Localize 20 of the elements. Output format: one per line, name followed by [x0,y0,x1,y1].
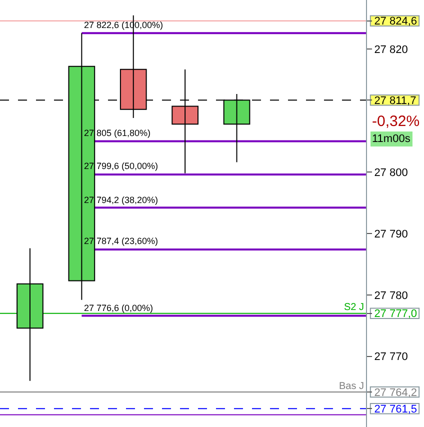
ref-line-label: 27 776,6 (0,00%) [84,303,154,313]
ref-line-label: 27 787,4 (23,60%) [84,236,158,246]
y-tick-label: 27 780 [374,290,408,302]
ref-line-label: Bas J [339,381,364,392]
y-tick-label: 27 770 [374,351,408,364]
text: -0,32% [372,113,420,130]
y-tick-label: 27 800 [374,166,408,179]
y-tick-label: 27 764,2 [374,386,418,399]
ref-line-label: S2 J [344,302,364,313]
y-tick-label: 27 790 [374,228,408,240]
y-tick-label: 27 811,7 [374,95,416,107]
y-tick-label: 27 761,5 [374,403,418,416]
text: 11m00s [372,133,411,145]
candlestick [16,248,44,382]
y-tick-label: 27 820 [374,44,408,56]
ref-line-label: 27 805 (61,80%) [84,128,151,138]
ref-line-label: 27 799,6 (50,00%) [84,161,158,171]
y-tick-label: 27 824,6 [374,16,418,28]
ref-line-label: 27 794,2 (38,20%) [84,195,158,205]
y-tick-label: 27 777,0 [374,308,418,320]
